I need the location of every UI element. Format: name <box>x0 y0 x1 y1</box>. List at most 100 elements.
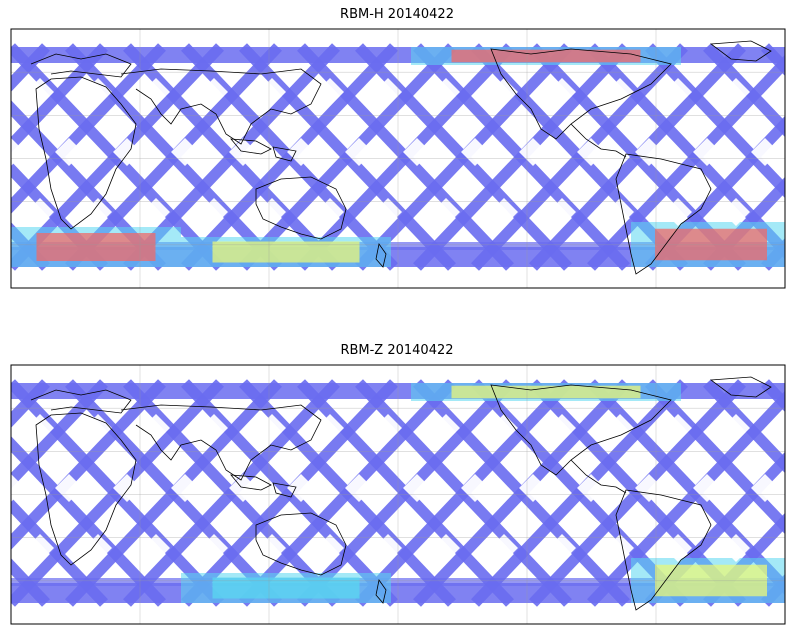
map-title-bottom: RBM-Z 20140422 <box>340 343 454 358</box>
coverage-gap <box>751 138 779 166</box>
coastline <box>120 68 322 145</box>
coverage-gap <box>316 198 344 226</box>
coverage-gap <box>55 474 83 502</box>
orbit-track <box>123 379 340 607</box>
orbit-track <box>471 43 688 271</box>
coastline <box>615 489 712 611</box>
coverage-gap <box>780 543 785 553</box>
coverage-gap <box>519 138 547 166</box>
coverage-gap <box>200 78 228 106</box>
coverage-gap <box>490 534 518 562</box>
coverage-gap <box>374 78 402 106</box>
coverage-gap <box>432 534 460 562</box>
coverage-gap <box>26 534 54 562</box>
hot-region-core <box>655 564 767 597</box>
coverage-gap <box>403 474 431 502</box>
coverage-gap <box>664 414 692 442</box>
hot-region-core <box>212 577 360 599</box>
coverage-gap <box>374 198 402 226</box>
coastline <box>35 76 137 230</box>
orbit-track <box>587 390 785 607</box>
coverage-gap <box>548 198 576 226</box>
orbit-track <box>65 379 282 607</box>
coastline <box>615 153 712 275</box>
orbit-track <box>11 43 108 153</box>
coverage-gap <box>548 414 576 442</box>
orbit-track <box>703 379 785 474</box>
coverage-gap <box>374 534 402 562</box>
coverage-gap <box>519 474 547 502</box>
coverage-gap <box>26 198 54 226</box>
coastline <box>490 384 672 476</box>
coverage-gap <box>142 78 170 106</box>
coastline <box>570 459 627 494</box>
coverage-gap <box>287 138 315 166</box>
coverage-gap <box>693 138 721 166</box>
coverage-gap <box>142 414 170 442</box>
coverage-gap <box>345 474 373 502</box>
coverage-gap <box>200 534 228 562</box>
hot-regions-rbm-h <box>11 47 785 267</box>
coverage-gap <box>200 414 228 442</box>
orbit-track <box>239 43 456 271</box>
orbit-track <box>11 379 166 550</box>
coverage-gap <box>200 198 228 226</box>
coastline <box>30 53 132 78</box>
coverage-gap <box>432 198 460 226</box>
coverage-gap <box>780 87 785 97</box>
coverage-gap <box>664 78 692 106</box>
coverage-gap <box>461 138 489 166</box>
coastline <box>709 40 772 62</box>
orbit-track <box>413 43 630 271</box>
coverage-gap <box>664 534 692 562</box>
coverage-gap <box>577 474 605 502</box>
coverage-gap <box>432 414 460 442</box>
coverage-gap <box>403 138 431 166</box>
coastline <box>375 579 387 604</box>
coastline <box>230 138 297 162</box>
coverage-gap <box>461 474 489 502</box>
orbit-track <box>529 43 746 271</box>
orbit-track <box>11 379 108 489</box>
coverage-gap <box>287 474 315 502</box>
coastline <box>709 376 772 398</box>
orbit-track <box>587 54 785 271</box>
coastline <box>490 48 672 140</box>
hot-region-core <box>655 228 767 261</box>
coverage-gap <box>55 138 83 166</box>
coverage-gap <box>780 423 785 433</box>
coverage-gap <box>577 138 605 166</box>
orbit-track <box>11 379 224 607</box>
coverage-gap <box>606 198 634 226</box>
orbit-track <box>703 43 785 138</box>
coastline <box>255 176 347 240</box>
orbit-track <box>471 379 688 607</box>
hot-region-core <box>451 385 641 399</box>
coverage-gap <box>258 414 286 442</box>
map-panel-rbm-h <box>10 28 786 289</box>
coverage-gap <box>490 78 518 106</box>
orbit-track <box>529 379 746 607</box>
coastline <box>230 474 297 498</box>
coverage-gap <box>722 534 750 562</box>
orbit-track <box>239 379 456 607</box>
coverage-gap <box>84 414 112 442</box>
orbit-track <box>297 43 514 271</box>
coverage-gap <box>722 78 750 106</box>
coverage-gap <box>258 534 286 562</box>
coverage-gap <box>693 474 721 502</box>
coverage-gap <box>113 138 141 166</box>
coverage-gap <box>751 474 779 502</box>
orbit-track <box>181 43 398 271</box>
map-title-top: RBM-H 20140422 <box>340 7 454 22</box>
coastlines-rbm-z <box>30 376 772 611</box>
coverage-gap <box>258 78 286 106</box>
grid-rbm-h <box>11 29 785 288</box>
orbit-track <box>11 497 108 607</box>
coastline <box>255 512 347 576</box>
coverage-gap <box>722 414 750 442</box>
coverage-gap <box>432 78 460 106</box>
orbit-track <box>11 43 166 214</box>
coverage-gap <box>84 78 112 106</box>
